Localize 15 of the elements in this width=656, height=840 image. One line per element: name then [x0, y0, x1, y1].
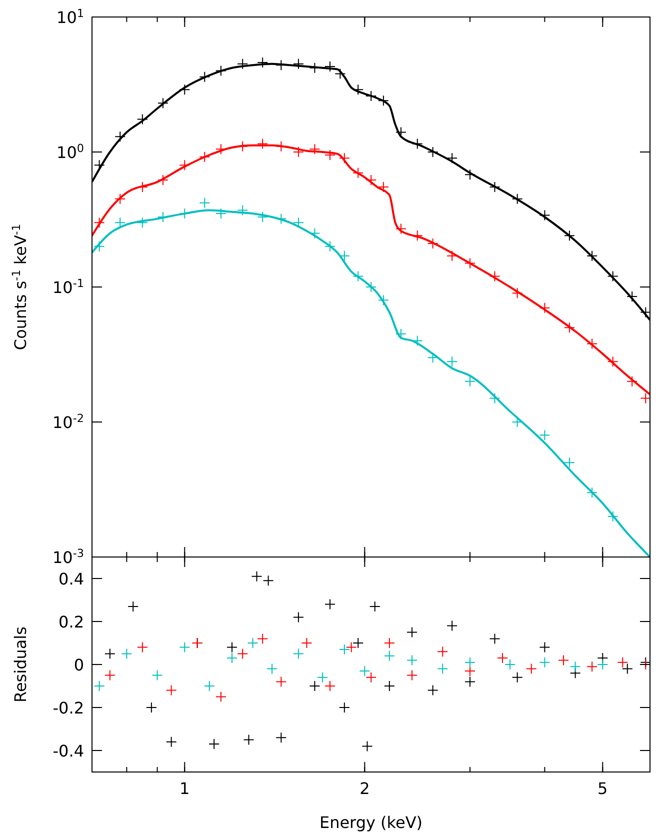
x-tick-label: 5	[598, 779, 608, 798]
y-tick-label: 10$^{-1}$	[52, 276, 84, 297]
y-tick-label: 0.4	[58, 570, 84, 588]
y-tick-label: 0	[74, 656, 84, 674]
y-tick-label: 10$^{-2}$	[52, 412, 84, 432]
x-tick-label: 1	[180, 779, 190, 798]
x-tick-label: 2	[360, 779, 370, 798]
y-axis-title: Residuals	[11, 626, 30, 702]
y-tick-label: -0.2	[52, 698, 84, 718]
y-tick-label: -0.4	[52, 742, 84, 760]
x-axis-title: Energy (keV)	[319, 813, 423, 832]
y-tick-label: 10$^{0}$	[56, 142, 84, 162]
y-tick-label: 0.2	[58, 612, 84, 632]
y-tick-label: 10$^{-3}$	[52, 546, 84, 567]
y-tick-label: 10$^{1}$	[56, 6, 84, 27]
